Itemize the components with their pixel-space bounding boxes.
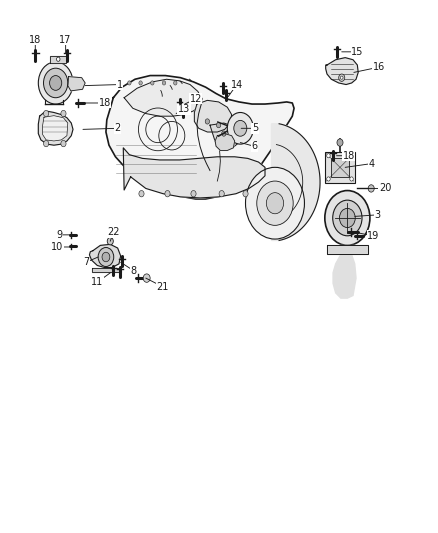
Circle shape bbox=[227, 112, 253, 144]
Polygon shape bbox=[89, 244, 120, 268]
Circle shape bbox=[98, 247, 113, 266]
Circle shape bbox=[61, 110, 66, 117]
Text: 2: 2 bbox=[114, 123, 120, 133]
Circle shape bbox=[339, 76, 342, 79]
Circle shape bbox=[138, 81, 142, 85]
Bar bbox=[330, 158, 348, 176]
Polygon shape bbox=[325, 58, 357, 85]
Polygon shape bbox=[209, 123, 240, 148]
Text: 17: 17 bbox=[59, 35, 72, 45]
Circle shape bbox=[162, 81, 166, 85]
Circle shape bbox=[326, 177, 329, 181]
Circle shape bbox=[43, 140, 49, 147]
Text: 18: 18 bbox=[342, 151, 354, 161]
Text: 21: 21 bbox=[156, 281, 168, 292]
Circle shape bbox=[332, 200, 361, 236]
Circle shape bbox=[43, 110, 49, 117]
Circle shape bbox=[233, 120, 246, 136]
Circle shape bbox=[338, 74, 344, 82]
Circle shape bbox=[256, 181, 293, 225]
Text: 1: 1 bbox=[117, 79, 123, 90]
Bar bbox=[324, 152, 354, 183]
Text: 10: 10 bbox=[51, 242, 63, 252]
Polygon shape bbox=[124, 79, 202, 116]
Text: 11: 11 bbox=[91, 277, 103, 287]
Circle shape bbox=[61, 140, 66, 147]
Polygon shape bbox=[106, 76, 293, 199]
Polygon shape bbox=[326, 245, 367, 254]
Circle shape bbox=[349, 177, 353, 181]
Text: 13: 13 bbox=[177, 104, 190, 114]
Circle shape bbox=[49, 76, 62, 90]
Text: 18: 18 bbox=[29, 35, 41, 45]
Polygon shape bbox=[67, 77, 85, 91]
Text: 20: 20 bbox=[378, 183, 390, 193]
Text: 22: 22 bbox=[107, 227, 119, 237]
Text: 4: 4 bbox=[367, 159, 374, 168]
Text: 12: 12 bbox=[189, 94, 201, 104]
Circle shape bbox=[245, 167, 304, 239]
Circle shape bbox=[38, 62, 73, 104]
Text: 15: 15 bbox=[350, 47, 363, 57]
Circle shape bbox=[102, 252, 110, 262]
Circle shape bbox=[205, 119, 209, 124]
Text: 14: 14 bbox=[230, 79, 242, 90]
Circle shape bbox=[367, 185, 373, 192]
Polygon shape bbox=[123, 148, 265, 198]
Polygon shape bbox=[38, 111, 73, 145]
Text: 7: 7 bbox=[83, 257, 89, 267]
Text: 6: 6 bbox=[251, 141, 257, 151]
Polygon shape bbox=[215, 134, 234, 150]
Circle shape bbox=[336, 139, 342, 146]
Circle shape bbox=[216, 123, 220, 128]
Polygon shape bbox=[42, 116, 67, 141]
Circle shape bbox=[57, 57, 60, 61]
Polygon shape bbox=[332, 252, 355, 298]
Polygon shape bbox=[92, 268, 120, 272]
Circle shape bbox=[266, 192, 283, 214]
Circle shape bbox=[242, 191, 247, 197]
Circle shape bbox=[339, 208, 354, 228]
Circle shape bbox=[143, 274, 150, 282]
Text: 3: 3 bbox=[374, 210, 380, 220]
Text: 8: 8 bbox=[131, 266, 136, 276]
Text: 5: 5 bbox=[251, 123, 258, 133]
Circle shape bbox=[324, 191, 369, 245]
Text: 9: 9 bbox=[56, 230, 62, 240]
Polygon shape bbox=[271, 124, 319, 240]
Circle shape bbox=[326, 154, 329, 158]
Text: 19: 19 bbox=[367, 231, 378, 241]
Circle shape bbox=[127, 81, 131, 85]
Text: 16: 16 bbox=[372, 62, 384, 72]
Text: 18: 18 bbox=[98, 98, 110, 108]
Circle shape bbox=[43, 68, 67, 98]
Circle shape bbox=[165, 191, 170, 197]
Polygon shape bbox=[50, 55, 66, 63]
Circle shape bbox=[191, 191, 196, 197]
Circle shape bbox=[173, 81, 177, 85]
Circle shape bbox=[221, 131, 226, 136]
Circle shape bbox=[349, 154, 353, 158]
Polygon shape bbox=[194, 100, 231, 132]
Circle shape bbox=[150, 81, 154, 85]
Circle shape bbox=[138, 191, 144, 197]
Circle shape bbox=[107, 238, 113, 245]
Circle shape bbox=[219, 191, 224, 197]
